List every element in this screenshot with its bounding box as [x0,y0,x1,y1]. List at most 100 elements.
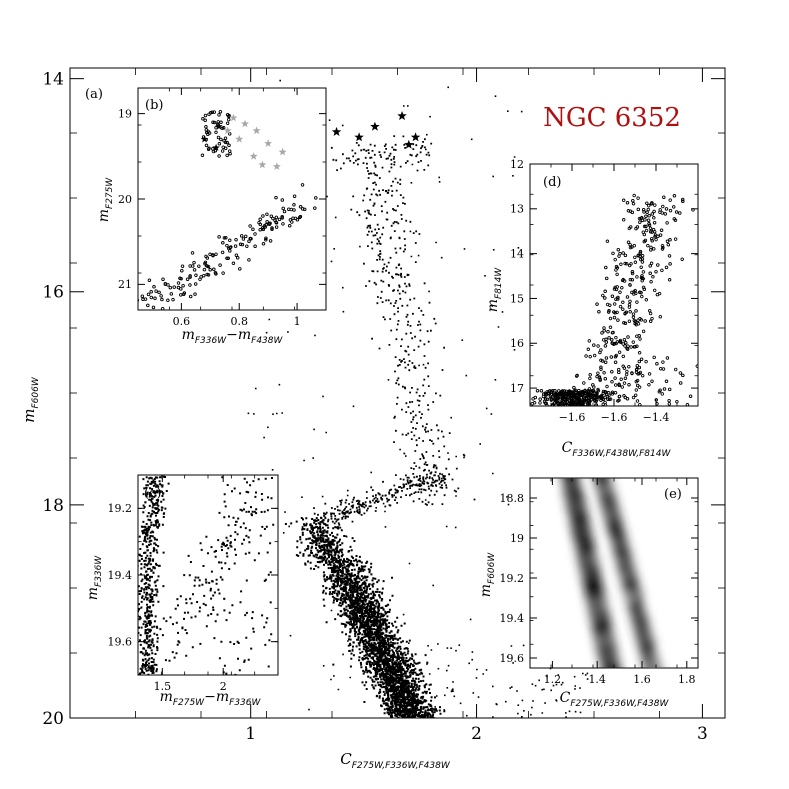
density-speckle [576,541,583,550]
x-tick-label: 2 [220,680,227,693]
y-tick-label: 19.2 [500,572,525,585]
inset-b-point-cloud [138,110,318,310]
density-speckle [652,663,659,668]
x-tick-label: −1.4 [643,411,670,424]
grey-star [229,113,238,122]
y-tick-label: 19.4 [500,612,525,625]
density-speckle [610,539,617,548]
inset-b-frame [137,87,327,311]
inset-b-xlabel: mF336W−mF438W [182,327,284,346]
y-tick-label: 16 [42,283,64,303]
grey-star [272,162,281,170]
main-hb-stars [331,111,421,149]
inset-c-axis-ticks: 1.5 2 19.2 19.4 19.6 [108,475,278,693]
density-speckle [639,611,646,620]
y-tick-label: 19.4 [108,569,133,582]
x-tick-label: 1.6 [633,673,651,686]
inset-b-panel: 0.6 0.8 1 19 20 21 (b) mF275W mF336W−mF438W [96,87,327,346]
density-speckle [655,648,662,657]
density-speckle [578,551,585,560]
x-tick-label: 1.2 [544,673,562,686]
density-speckle [588,601,595,610]
panel-label-b: (b) [145,98,163,113]
grey-star [241,119,249,128]
y-tick-label: 12 [510,158,524,171]
y-tick-label: 19 [510,532,524,545]
black-star [212,143,220,151]
density-speckle [556,478,563,486]
y-tick-label: 17 [510,382,524,395]
svg-text:mF814W: mF814W [485,267,504,313]
density-speckle [567,491,574,500]
x-tick-label: 1 [294,315,301,328]
inset-e-xlabel: CF275W,F336W,F438W [560,690,670,709]
grey-star [278,147,287,156]
grey-star [223,126,232,135]
inset-b-points [138,110,318,310]
hb-star [354,132,364,142]
panel-label-c: (c) [144,486,161,501]
density-speckle [623,570,630,579]
hb-star [397,111,407,120]
inset-c-points [138,475,275,675]
main-xlabel: CF275W,F336W,F438W [340,750,451,771]
density-speckle [567,497,574,506]
x-tick-label: 1.5 [154,680,172,693]
density-speckle [599,600,606,609]
svg-text:mF606W: mF606W [478,552,497,598]
x-tick-label: 0.8 [230,315,248,328]
grey-star [235,135,244,143]
x-tick-label: 1.4 [588,673,606,686]
density-speckle [601,657,608,666]
density-speckle [587,555,594,564]
hb-star [410,132,421,142]
main-ylabel-sub: F606W [31,376,41,408]
inset-e-density-blobs [556,478,662,668]
x-tick-label: 0.6 [173,315,191,328]
hb-star [370,121,380,131]
density-speckle [594,611,601,620]
svg-text:mF336W: mF336W [85,555,104,601]
x-tick-label: −1.6 [559,411,586,424]
inset-e-panel: 1.2 1.4 1.6 1.8 18.8 19 19.2 19.4 19.6 (e) mF606… [478,477,699,709]
density-speckle [645,624,652,633]
density-speckle [626,563,633,572]
grey-star [249,152,258,160]
density-speckle [567,482,574,491]
density-speckle [650,653,657,662]
main-ylabel-main: m [20,409,38,423]
inset-c-point-cloud [138,475,275,675]
inset-c-ylabel: mF336W [85,555,104,601]
density-speckle [576,522,583,531]
inset-e-axis-ticks: 1.2 1.4 1.6 1.8 18.8 19 19.2 19.4 19.6 [500,478,698,686]
y-tick-label: 19.6 [500,652,525,665]
density-speckle [604,645,611,654]
density-speckle [585,570,592,579]
y-tick-label: 19 [118,107,132,120]
inset-d-xlabel: CF336W,F438W,F814W [562,440,672,459]
density-speckle [642,602,649,611]
density-speckle [622,557,629,566]
y-tick-label: 18.8 [500,492,525,505]
density-speckle [630,593,637,602]
density-speckle [604,499,611,508]
y-tick-label: 21 [118,278,132,291]
density-speckle [594,597,601,606]
grey-star [252,126,261,135]
y-tick-label: 19.2 [108,502,133,515]
panel-label-d: (d) [543,175,561,190]
y-tick-label: 15 [510,292,524,305]
x-tick-label: 1 [245,724,256,744]
inset-d-ylabel: mF814W [485,267,504,313]
hb-star [331,126,342,136]
y-tick-label: 20 [118,193,132,206]
svg-text:mF275W: mF275W [96,177,115,223]
main-cmd-points [239,79,589,718]
y-tick-label: 18 [42,496,64,516]
density-speckle [608,511,615,520]
density-speckle [600,628,607,637]
density-speckle [616,555,623,564]
